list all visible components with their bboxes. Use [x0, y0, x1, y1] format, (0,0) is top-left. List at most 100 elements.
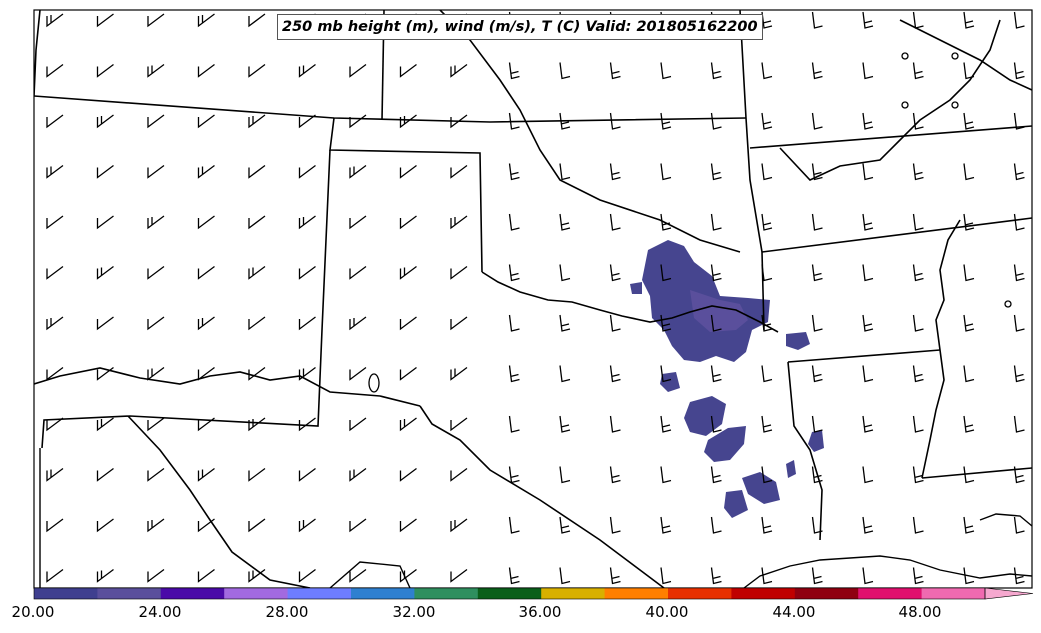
wind-barb — [660, 567, 672, 585]
wind-barb — [559, 314, 571, 332]
wind-barb — [399, 215, 417, 230]
wind-barb — [248, 265, 266, 280]
wind-barb — [197, 164, 215, 179]
wind-barb — [147, 13, 165, 28]
wind-barb — [197, 366, 215, 381]
wind-barb — [559, 466, 571, 484]
colorbar-extension — [984, 587, 1034, 600]
wind-barb — [559, 365, 571, 383]
wind-barb — [349, 417, 367, 432]
wind-barb — [96, 114, 114, 129]
colorbar-segment — [477, 588, 542, 599]
wind-barb — [710, 163, 722, 181]
wind-barb — [559, 163, 571, 181]
wind-barb — [912, 516, 924, 534]
wind-barb — [197, 417, 215, 432]
wind-barb — [298, 366, 316, 381]
wind-barb — [508, 112, 520, 130]
wind-barb — [963, 314, 975, 332]
wind-barb — [349, 114, 367, 129]
wind-barb — [399, 63, 417, 78]
wind-barb — [862, 62, 874, 80]
colorbar-segment — [351, 588, 415, 599]
temperature-shading-light — [690, 290, 748, 332]
wind-barb — [609, 466, 621, 484]
wind-barb — [862, 567, 874, 585]
map-background — [34, 10, 1032, 588]
wind-barb — [248, 164, 266, 179]
wind-barb — [46, 417, 64, 432]
wind-barb — [147, 164, 165, 179]
wind-barb — [508, 62, 520, 80]
wind-barb — [963, 264, 975, 282]
wind-barb — [349, 63, 367, 78]
wind-barb — [298, 114, 316, 129]
wind-barb — [349, 366, 367, 381]
wind-barb — [811, 11, 823, 29]
colorbar-segment — [34, 588, 98, 599]
wind-barb — [197, 265, 215, 280]
wind-barb — [248, 467, 266, 482]
wind-barb — [1013, 365, 1025, 383]
wind-barb — [298, 265, 316, 280]
wind-barb — [298, 467, 316, 482]
wind-barb — [710, 516, 722, 534]
wind-barb — [559, 62, 571, 80]
wind-barb — [710, 213, 722, 231]
wind-barb — [298, 316, 316, 331]
wind-barb — [147, 518, 165, 533]
wind-barb — [811, 112, 823, 130]
wind-barb — [660, 466, 672, 484]
wind-barb — [450, 164, 468, 179]
colorbar-tick-label: 48.00 — [898, 603, 942, 621]
wind-barb — [963, 516, 975, 534]
wind-barb — [963, 213, 975, 231]
wind-barb — [761, 314, 773, 332]
wind-barb — [147, 467, 165, 482]
wind-barb — [46, 316, 64, 331]
wind-barb — [912, 567, 924, 585]
lakes — [368, 52, 1012, 393]
wind-barb — [508, 365, 520, 383]
wind-barb — [399, 417, 417, 432]
wind-barb — [46, 215, 64, 230]
wind-barb — [450, 467, 468, 482]
wind-barb — [710, 314, 722, 332]
colorbar-tick-label: 40.00 — [645, 603, 689, 621]
wind-barb — [147, 265, 165, 280]
wind-barb — [559, 112, 571, 130]
colorbar-tick-label: 36.00 — [518, 603, 562, 621]
colorbar-segment — [858, 588, 923, 599]
wind-barb — [963, 112, 975, 130]
wind-barb — [912, 314, 924, 332]
wind-barb — [609, 314, 621, 332]
wind-barb — [450, 215, 468, 230]
wind-barb — [660, 516, 672, 534]
wind-barb — [862, 415, 874, 433]
wind-barb — [96, 568, 114, 583]
wind-barb — [761, 466, 773, 484]
wind-barb — [963, 567, 975, 585]
wind-barb — [862, 466, 874, 484]
wind-barb — [609, 567, 621, 585]
wind-barb — [96, 164, 114, 179]
wind-barb — [508, 567, 520, 585]
wind-barb — [1013, 264, 1025, 282]
wind-barb — [862, 264, 874, 282]
wind-barb — [46, 265, 64, 280]
wind-barb — [96, 215, 114, 230]
wind-barb — [862, 213, 874, 231]
wind-barb — [811, 62, 823, 80]
wind-barb — [660, 365, 672, 383]
wind-barb — [197, 215, 215, 230]
wind-barb — [399, 518, 417, 533]
wind-barb — [912, 213, 924, 231]
wind-barb — [1013, 163, 1025, 181]
wind-barb — [197, 13, 215, 28]
rivers — [34, 10, 1032, 588]
wind-barb — [450, 114, 468, 129]
wind-barb — [147, 568, 165, 583]
wind-barb — [609, 213, 621, 231]
wind-barb — [609, 163, 621, 181]
